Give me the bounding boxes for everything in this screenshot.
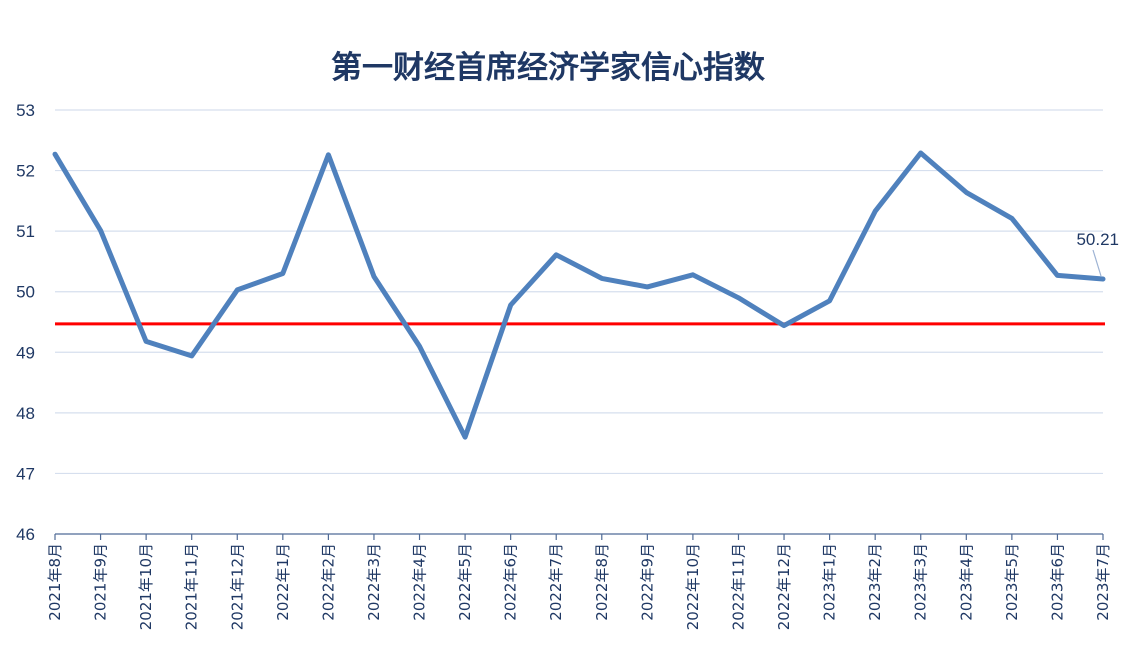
x-tick-label: 2021年8月 (46, 543, 64, 621)
x-axis: 2021年8月 2021年9月 2021年10月 2021年11月 2021年12月 20… (46, 533, 1112, 630)
series-group (52, 150, 1106, 440)
x-tick-label: 2022年9月 (638, 543, 656, 621)
x-tick-label: 2022年12月 (775, 543, 793, 630)
y-tick-label: 50 (16, 283, 35, 302)
x-tick-label: 2022年5月 (456, 543, 474, 621)
x-tick-label: 2022年11月 (729, 543, 747, 630)
x-tick-label: 2023年6月 (1048, 543, 1066, 621)
x-tick-label: 2022年4月 (411, 543, 429, 621)
x-tick-label: 2023年4月 (957, 543, 975, 621)
data-label: 50.21 (1076, 230, 1119, 249)
y-tick-label: 49 (16, 343, 35, 362)
x-tick-label: 2021年12月 (228, 543, 246, 630)
y-tick-label: 47 (16, 464, 35, 483)
x-tick-label: 2021年11月 (183, 543, 201, 630)
x-tick-label: 2021年9月 (92, 543, 110, 621)
annotation-leader (1092, 249, 1102, 277)
x-tick-label: 2023年5月 (1003, 543, 1021, 621)
y-tick-label: 52 (16, 162, 35, 181)
x-tick-label: 2022年8月 (593, 543, 611, 621)
x-tick-label: 2022年7月 (547, 543, 565, 621)
y-axis-ticks: 46 47 48 49 50 51 52 53 (16, 101, 35, 544)
x-tick-label: 2022年1月 (274, 543, 292, 621)
x-tick-label: 2023年3月 (912, 543, 930, 621)
x-tick-label: 2022年3月 (365, 543, 383, 621)
x-tick-label: 2022年2月 (319, 543, 337, 621)
annotation-group: 50.21 (1076, 230, 1119, 277)
gridlines (55, 109, 1103, 475)
x-tick-label: 2021年10月 (137, 543, 155, 630)
y-tick-label: 53 (16, 101, 35, 120)
x-tick-label: 2022年6月 (502, 543, 520, 621)
x-tick-label: 2023年1月 (821, 543, 839, 621)
chart-title: 第一财经首席经济学家信心指数 (331, 50, 765, 86)
x-tick-label: 2023年7月 (1094, 543, 1112, 621)
series-line (52, 150, 1106, 440)
x-tick-label: 2023年2月 (866, 543, 884, 621)
y-tick-label: 48 (16, 404, 35, 423)
y-tick-label: 51 (16, 222, 35, 241)
y-tick-label: 46 (16, 525, 35, 544)
x-tick-label: 2022年10月 (684, 543, 702, 630)
